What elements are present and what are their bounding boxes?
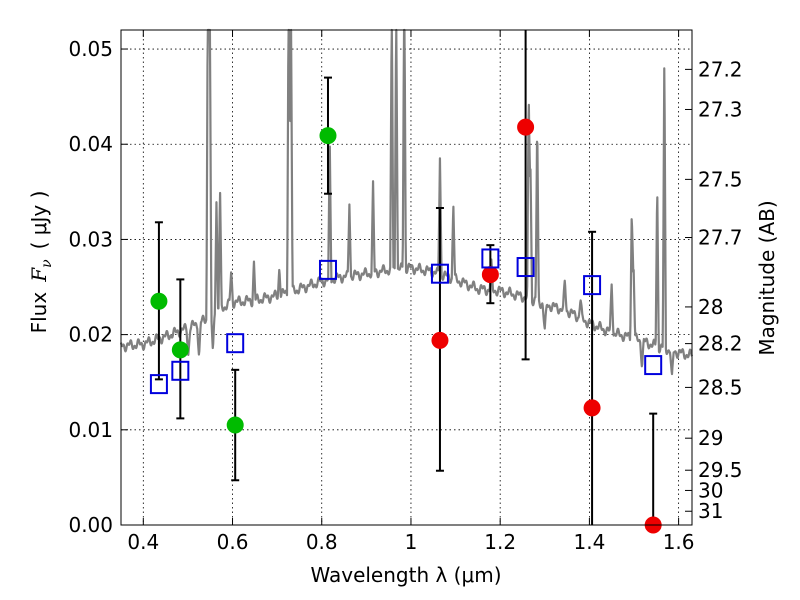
detection-point	[319, 127, 337, 145]
data-markers	[149, 118, 663, 534]
model-point-square	[149, 374, 168, 395]
model-point-square	[644, 355, 663, 376]
x-tick-label: 1	[405, 530, 418, 554]
model-point-square	[430, 263, 449, 284]
mag-tick-label: 27.2	[698, 57, 743, 81]
model-point-square	[171, 360, 190, 381]
model-point-square	[226, 333, 245, 354]
x-tick-label: 0.4	[127, 530, 159, 554]
model-spectrum-line	[119, 28, 694, 376]
upper-limit-point	[431, 331, 449, 349]
y-tick-label: 0.04	[68, 132, 113, 156]
upper-limit-point	[481, 266, 499, 284]
upper-limit-point	[517, 118, 535, 136]
mag-tick-label: 29	[698, 426, 723, 450]
detection-point	[226, 416, 244, 434]
y-axis-label: FluxFν( μJy )	[27, 191, 55, 334]
detection-point	[150, 292, 168, 310]
mag-tick-label: 27.7	[698, 226, 743, 250]
mag-tick-label: 28.5	[698, 375, 743, 399]
plot-frame	[120, 29, 693, 526]
x-tick-label: 0.8	[306, 530, 338, 554]
axis-ticks	[121, 30, 692, 526]
x-tick-label: 1.4	[573, 530, 605, 554]
mag-tick-label: 31	[698, 499, 723, 523]
y-tick-label: 0.01	[68, 418, 113, 442]
x-axis-label: Wavelength λ (μm)	[310, 563, 501, 587]
model-point-square	[318, 259, 337, 280]
mag-tick-label: 29.5	[698, 458, 743, 482]
model-point-square	[583, 275, 602, 296]
mag-tick-label: 27.5	[698, 167, 743, 191]
model-point-square	[481, 248, 500, 269]
y-tick-label: 0.00	[68, 513, 113, 537]
x-tick-label: 0.6	[217, 530, 249, 554]
x-tick-label: 1.2	[484, 530, 516, 554]
y-tick-label: 0.02	[68, 323, 113, 347]
y-tick-label: 0.03	[68, 227, 113, 251]
mag-tick-label: 30	[698, 478, 723, 502]
x-tick-label: 1.6	[663, 530, 695, 554]
upper-limit-point	[583, 399, 601, 417]
mag-tick-label: 27.3	[698, 97, 743, 121]
right-axis-label: Magnitude (AB)	[755, 200, 779, 355]
mag-tick-label: 28.2	[698, 332, 743, 356]
y-tick-label: 0.05	[68, 37, 113, 61]
mag-tick-label: 28	[698, 295, 723, 319]
tick-labels: 0.4 0.6 0.8 1 1.2 1.4 1.6 0.00 0.01 0.02 0.03 0.04 0…	[68, 37, 742, 554]
detection-point	[171, 341, 189, 359]
model-point-square	[516, 257, 535, 278]
